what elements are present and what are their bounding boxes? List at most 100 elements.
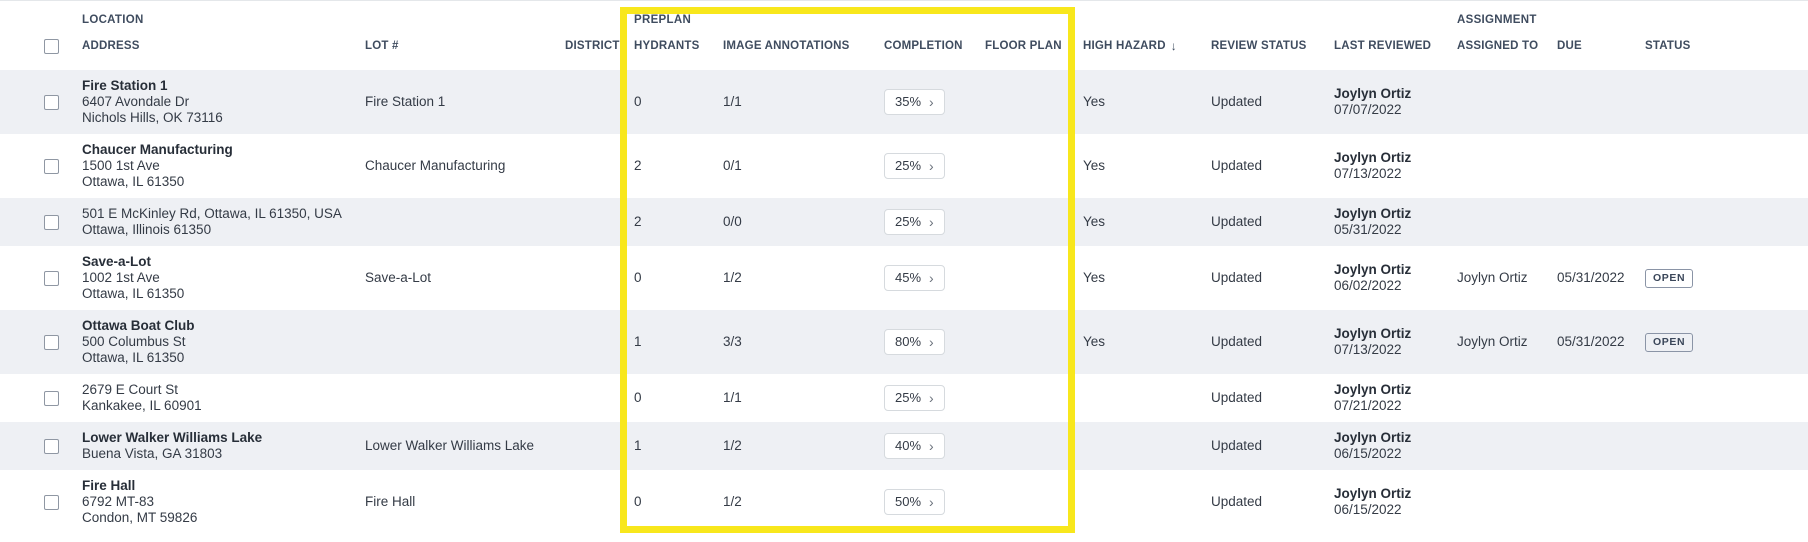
image-annotations-cell: 1/2 — [723, 438, 742, 453]
table-row[interactable]: 501 E McKinley Rd, Ottawa, IL 61350, USA… — [0, 198, 1808, 246]
lot-cell: Fire Hall — [365, 494, 416, 509]
hydrants-cell: 0 — [634, 494, 642, 509]
completion-cell: 25% › — [884, 209, 985, 235]
image-annotations-cell: 0/0 — [723, 214, 742, 229]
high-hazard-cell: Yes — [1083, 270, 1106, 285]
row-checkbox[interactable] — [44, 94, 59, 110]
completion-value: 50% — [895, 494, 922, 509]
status-cell: OPEN — [1645, 332, 1808, 352]
reviewer-name: Joylyn Ortiz — [1334, 430, 1412, 445]
address-line: Nichols Hills, OK 73116 — [82, 110, 223, 125]
address-line: Kankakee, IL 60901 — [82, 398, 202, 413]
completion-cell: 25% › — [884, 153, 985, 179]
chevron-right-icon: › — [929, 270, 934, 286]
completion-button[interactable]: 25% › — [884, 209, 945, 235]
chevron-right-icon: › — [929, 94, 934, 110]
status-cell: OPEN — [1645, 268, 1808, 288]
hydrants-cell: 0 — [634, 390, 642, 405]
location-name: Fire Station 1 — [82, 78, 168, 93]
chevron-right-icon: › — [929, 334, 934, 350]
lot-cell: Chaucer Manufacturing — [365, 158, 506, 173]
image-annotations-cell: 3/3 — [723, 334, 742, 349]
column-header-address[interactable]: ADDRESS — [82, 40, 365, 52]
table-row[interactable]: Fire Station 1 6407 Avondale Dr Nichols … — [0, 70, 1808, 134]
address-line: 500 Columbus St — [82, 334, 186, 349]
select-all-checkbox[interactable] — [44, 38, 59, 54]
address-line: Ottawa, IL 61350 — [82, 350, 185, 365]
column-header-label: DUE — [1557, 40, 1582, 52]
completion-button[interactable]: 40% › — [884, 433, 945, 459]
completion-cell: 25% › — [884, 385, 985, 411]
row-checkbox[interactable] — [44, 158, 59, 174]
completion-cell: 80% › — [884, 329, 985, 355]
last-reviewed-cell: Joylyn Ortiz 06/02/2022 — [1334, 262, 1457, 294]
column-header-status[interactable]: STATUS — [1645, 40, 1808, 52]
location-name: Ottawa Boat Club — [82, 318, 195, 333]
column-header-image-annotations[interactable]: IMAGE ANNOTATIONS — [723, 40, 884, 52]
completion-cell: 45% › — [884, 265, 985, 291]
hydrants-cell: 2 — [634, 214, 642, 229]
column-header-review-status[interactable]: REVIEW STATUS — [1211, 40, 1334, 52]
completion-value: 35% — [895, 94, 922, 109]
table-row[interactable]: Lower Walker Williams Lake Buena Vista, … — [0, 422, 1808, 470]
completion-value: 80% — [895, 334, 922, 349]
last-reviewed-cell: Joylyn Ortiz 05/31/2022 — [1334, 206, 1457, 238]
lot-cell: Fire Station 1 — [365, 94, 446, 109]
image-annotations-cell: 1/1 — [723, 94, 742, 109]
review-status-cell: Updated — [1211, 214, 1263, 229]
row-checkbox[interactable] — [44, 334, 59, 350]
column-header-hydrants[interactable]: HYDRANTS — [634, 40, 723, 52]
image-annotations-cell: 1/2 — [723, 270, 742, 285]
reviewer-name: Joylyn Ortiz — [1334, 326, 1412, 341]
table-row[interactable]: Fire Hall 6792 MT-83 Condon, MT 59826 Fi… — [0, 470, 1808, 534]
column-header-label: ADDRESS — [82, 40, 140, 52]
hydrants-cell: 0 — [634, 94, 642, 109]
address-cell: Save-a-Lot 1002 1st Ave Ottawa, IL 61350 — [82, 246, 365, 310]
column-header-lot[interactable]: LOT # — [365, 40, 565, 52]
completion-button[interactable]: 25% › — [884, 385, 945, 411]
hydrants-cell: 0 — [634, 270, 642, 285]
chevron-right-icon: › — [929, 494, 934, 510]
column-header-label: LAST REVIEWED — [1334, 40, 1432, 52]
location-name: Lower Walker Williams Lake — [82, 430, 263, 445]
review-status-cell: Updated — [1211, 94, 1263, 109]
column-header-district[interactable]: DISTRICT — [565, 40, 634, 52]
column-header-floor-plan[interactable]: FLOOR PLAN — [985, 40, 1083, 52]
column-header-high-hazard[interactable]: HIGH HAZARD ↓ — [1083, 39, 1211, 53]
last-reviewed-cell: Joylyn Ortiz 07/13/2022 — [1334, 150, 1457, 182]
image-annotations-cell: 1/1 — [723, 390, 742, 405]
column-header-due[interactable]: DUE — [1557, 40, 1645, 52]
table-row[interactable]: Chaucer Manufacturing 1500 1st Ave Ottaw… — [0, 134, 1808, 198]
chevron-right-icon: › — [929, 438, 934, 454]
lot-cell: Save-a-Lot — [365, 270, 432, 285]
last-reviewed-cell: Joylyn Ortiz 06/15/2022 — [1334, 430, 1457, 462]
reviewer-name: Joylyn Ortiz — [1334, 86, 1412, 101]
column-header-label: HIGH HAZARD — [1083, 40, 1166, 52]
completion-button[interactable]: 25% › — [884, 153, 945, 179]
completion-button[interactable]: 80% › — [884, 329, 945, 355]
table-row[interactable]: Ottawa Boat Club 500 Columbus St Ottawa,… — [0, 310, 1808, 374]
image-annotations-cell: 0/1 — [723, 158, 742, 173]
completion-button[interactable]: 45% › — [884, 265, 945, 291]
chevron-right-icon: › — [929, 390, 934, 406]
column-header-label: COMPLETION — [884, 40, 963, 52]
reviewed-date: 07/13/2022 — [1334, 166, 1402, 181]
row-checkbox[interactable] — [44, 270, 59, 286]
row-checkbox[interactable] — [44, 494, 59, 510]
column-header-last-reviewed[interactable]: LAST REVIEWED — [1334, 40, 1457, 52]
column-header-label: LOT # — [365, 40, 399, 52]
last-reviewed-cell: Joylyn Ortiz 07/13/2022 — [1334, 326, 1457, 358]
completion-button[interactable]: 35% › — [884, 89, 945, 115]
table-row[interactable]: Save-a-Lot 1002 1st Ave Ottawa, IL 61350… — [0, 246, 1808, 310]
reviewed-date: 06/15/2022 — [1334, 502, 1402, 517]
row-checkbox[interactable] — [44, 390, 59, 406]
column-header-completion[interactable]: COMPLETION — [884, 40, 985, 52]
table-row[interactable]: 2679 E Court St Kankakee, IL 60901 0 1/1… — [0, 374, 1808, 422]
row-checkbox[interactable] — [44, 438, 59, 454]
column-header-assigned-to[interactable]: ASSIGNED TO — [1457, 40, 1557, 52]
completion-button[interactable]: 50% › — [884, 489, 945, 515]
lot-cell: Lower Walker Williams Lake — [365, 438, 535, 453]
row-checkbox[interactable] — [44, 214, 59, 230]
reviewer-name: Joylyn Ortiz — [1334, 262, 1412, 277]
